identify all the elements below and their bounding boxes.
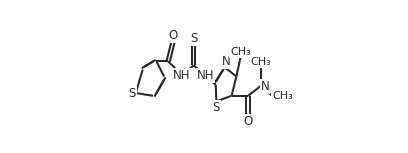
Text: NH: NH: [173, 69, 191, 82]
Text: S: S: [129, 87, 136, 100]
Text: S: S: [213, 101, 220, 114]
Text: NH: NH: [197, 69, 214, 82]
Text: O: O: [244, 115, 253, 128]
Text: CH₃: CH₃: [230, 47, 251, 57]
Text: O: O: [169, 29, 177, 42]
Text: S: S: [190, 32, 197, 45]
Text: CH₃: CH₃: [272, 91, 293, 101]
Text: N: N: [222, 55, 231, 68]
Text: N: N: [261, 80, 269, 93]
Text: CH₃: CH₃: [250, 57, 271, 67]
